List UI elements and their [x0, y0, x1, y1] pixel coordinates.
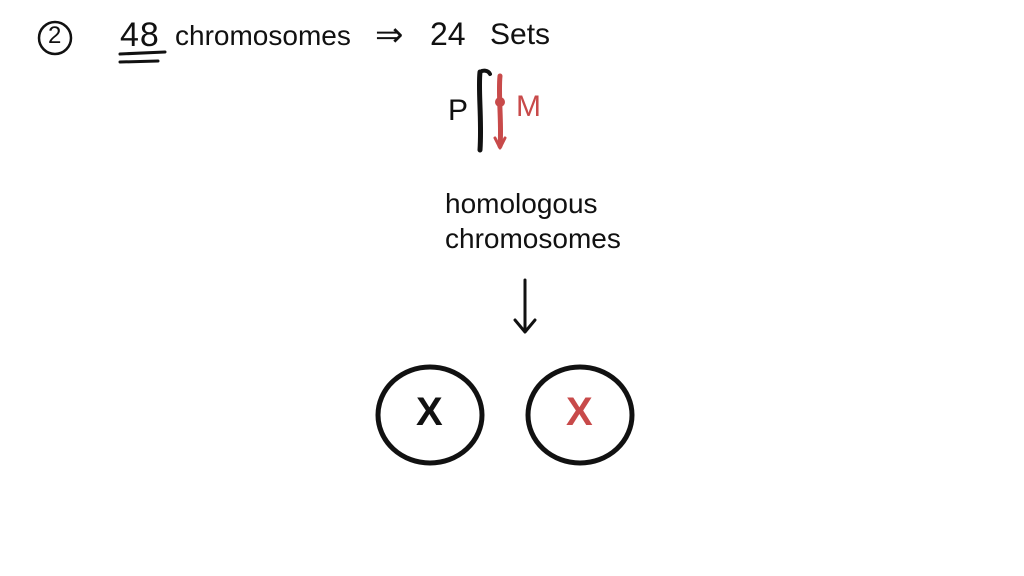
word-sets: Sets — [490, 20, 550, 50]
maternal-centromere-icon — [495, 97, 505, 107]
left-cell-x: X — [416, 392, 443, 432]
implies-arrow: ⇒ — [375, 18, 404, 52]
paternal-top-hook — [480, 71, 490, 74]
word-chromosomes: chromosomes — [175, 22, 351, 50]
label-chromosomes-2: chromosomes — [445, 225, 621, 253]
num-48: 48 — [120, 18, 160, 52]
underline-2 — [120, 61, 158, 62]
down-arrow-head-icon — [515, 320, 535, 332]
label-m: M — [516, 92, 541, 122]
maternal-arrowhead-icon — [495, 138, 505, 148]
right-cell-x: X — [566, 392, 593, 432]
paternal-chromosome-icon — [479, 72, 480, 150]
bullet-number: 2 — [48, 24, 61, 48]
label-homologous: homologous — [445, 190, 598, 218]
maternal-chromosome-icon — [499, 76, 500, 146]
label-p: P — [448, 96, 468, 126]
sketch-overlay — [0, 0, 1024, 576]
num-24: 24 — [430, 18, 466, 50]
whiteboard: 2 48 chromosomes ⇒ 24 Sets P M homologou… — [0, 0, 1024, 576]
